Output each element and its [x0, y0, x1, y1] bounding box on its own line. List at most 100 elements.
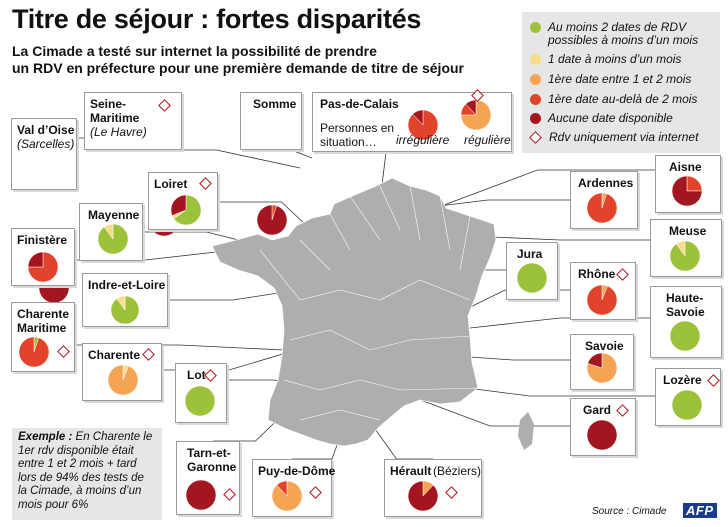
- afp-logo: AFP: [683, 503, 717, 518]
- dept-border: [339, 409, 381, 421]
- pie-chart: [184, 385, 216, 417]
- leader-line: [271, 149, 313, 159]
- dept-border: [329, 329, 371, 351]
- pie-slice-darkred: [586, 419, 618, 451]
- dept-label: Maritime: [90, 111, 140, 125]
- diamond-icon: [204, 369, 217, 382]
- example-text: En Charente le 1er rdv disponible était …: [18, 431, 153, 511]
- dept-label: Indre-et-Loire: [88, 278, 166, 292]
- dept-border: [259, 249, 301, 301]
- dept-label: Gard: [583, 403, 612, 417]
- pie-slice-green: [669, 320, 701, 352]
- dept-box-somme: Somme: [240, 92, 302, 236]
- pie-slice-darkred: [185, 479, 217, 511]
- page-subtitle: La Cimade a testé sur internet la possib…: [12, 43, 482, 77]
- darkred-dot-icon: [530, 113, 541, 124]
- dept-label: Haute-: [666, 291, 704, 305]
- pas-de-calais-note: situation…: [320, 135, 377, 149]
- corsica-shape: [518, 412, 534, 450]
- pie-chart: [516, 262, 548, 294]
- pie-chart: [185, 479, 217, 511]
- pie-slice-darkred: [587, 352, 603, 369]
- pie-caption: irrégulière: [396, 133, 450, 147]
- diamond-icon: [707, 374, 720, 387]
- dept-box-mayenne: Mayenne: [79, 203, 143, 261]
- legend-item-red: 1ère date au-delà de 2 mois: [530, 93, 697, 106]
- orange-dot-icon: [530, 74, 541, 85]
- dept-box-lot: Lot: [175, 363, 227, 423]
- dept-box-savoie: Savoie: [570, 334, 634, 390]
- dept-box-rhone: Rhône: [570, 262, 636, 320]
- pie-chart: [97, 223, 129, 255]
- dept-label: Savoie: [585, 339, 624, 353]
- pie-slice-green: [516, 262, 548, 294]
- pie-slice-red: [586, 284, 618, 316]
- green-dot-icon: [530, 22, 541, 33]
- leader-line: [133, 149, 301, 169]
- dept-box-loiret: Loiret: [148, 172, 218, 230]
- pie-chart: [271, 480, 303, 512]
- dept-border: [339, 289, 381, 301]
- dept-label: (Le Havre): [90, 125, 147, 139]
- source-credit: Source : Cimade: [592, 506, 667, 517]
- subtitle-line-1: La Cimade a testé sur internet la possib…: [12, 43, 377, 59]
- pie-chart: [107, 364, 139, 396]
- pie-slice-darkred: [27, 251, 44, 268]
- dept-label: (Béziers): [433, 464, 482, 478]
- dept-box-puy-de-dome: Puy-de-Dôme: [252, 459, 335, 517]
- pie-slice-red: [27, 251, 59, 283]
- pie-chart: [407, 109, 439, 141]
- legend-text: 1ère date entre 1 et 2 mois: [548, 72, 692, 86]
- pie-chart: [407, 480, 439, 512]
- dept-label: Somme: [253, 97, 297, 111]
- diamond-icon: [309, 486, 322, 499]
- dept-label: Lozère: [663, 373, 702, 387]
- dept-border: [369, 339, 411, 351]
- diamond-icon: [199, 177, 212, 190]
- dept-label: Aisne: [669, 160, 702, 174]
- dept-label: Mayenne: [88, 208, 140, 222]
- dept-box-aisne: Aisne: [655, 155, 721, 213]
- pie-chart: [110, 295, 140, 325]
- dept-border: [459, 215, 471, 271]
- dept-box-indre-et-loire: Indre-et-Loire: [82, 273, 168, 327]
- legend-item-green: Au moins 2 dates de RDV possibles à moins…: [530, 21, 698, 47]
- diamond-icon: [223, 488, 236, 501]
- dept-box-charente: Charente: [82, 343, 162, 401]
- legend-text: Rdv uniquement via internet: [549, 130, 699, 144]
- dept-border: [409, 335, 471, 341]
- dept-label: Loiret: [154, 177, 188, 191]
- dept-box-jura: Jura: [506, 242, 558, 300]
- legend-text: 1ère date au-delà de 2 mois: [548, 92, 698, 106]
- pie-slice-darkred: [256, 204, 288, 236]
- dept-label: Jura: [517, 247, 543, 261]
- dept-border: [299, 289, 341, 301]
- pie-caption: régulière: [464, 133, 511, 147]
- dept-label: Charente: [88, 348, 141, 362]
- dept-label: Garonne: [187, 460, 237, 474]
- pie-slice-orange: [460, 99, 492, 131]
- dept-border: [379, 279, 421, 301]
- diamond-icon: [158, 99, 171, 112]
- pie-chart: [27, 251, 59, 283]
- dept-label: Maritime: [17, 321, 67, 335]
- pie-chart: [256, 204, 288, 236]
- dept-label: Hérault: [390, 464, 432, 478]
- pie-chart: [460, 99, 492, 131]
- dept-box-gard: Gard: [570, 398, 636, 456]
- pie-chart: [18, 336, 50, 368]
- dept-box-seine-maritime: Seine- Maritime (Le Havre): [84, 92, 182, 237]
- legend-item-orange: 1ère date entre 1 et 2 mois: [530, 73, 691, 86]
- dept-border: [439, 195, 451, 251]
- dept-label: (Sarcelles): [17, 137, 75, 151]
- page-title: Titre de séjour : fortes disparités: [12, 4, 422, 34]
- example-note: Exemple : En Charente le 1er rdv disponi…: [12, 428, 162, 520]
- dept-border: [329, 213, 351, 251]
- dept-label: Lot: [187, 368, 206, 382]
- pie-slice-red: [276, 480, 288, 497]
- diamond-icon: [529, 131, 542, 144]
- pie-chart: [669, 320, 701, 352]
- pie-slice-green: [184, 385, 216, 417]
- pie-slice-red: [686, 175, 703, 192]
- pie-slice-red: [586, 192, 618, 224]
